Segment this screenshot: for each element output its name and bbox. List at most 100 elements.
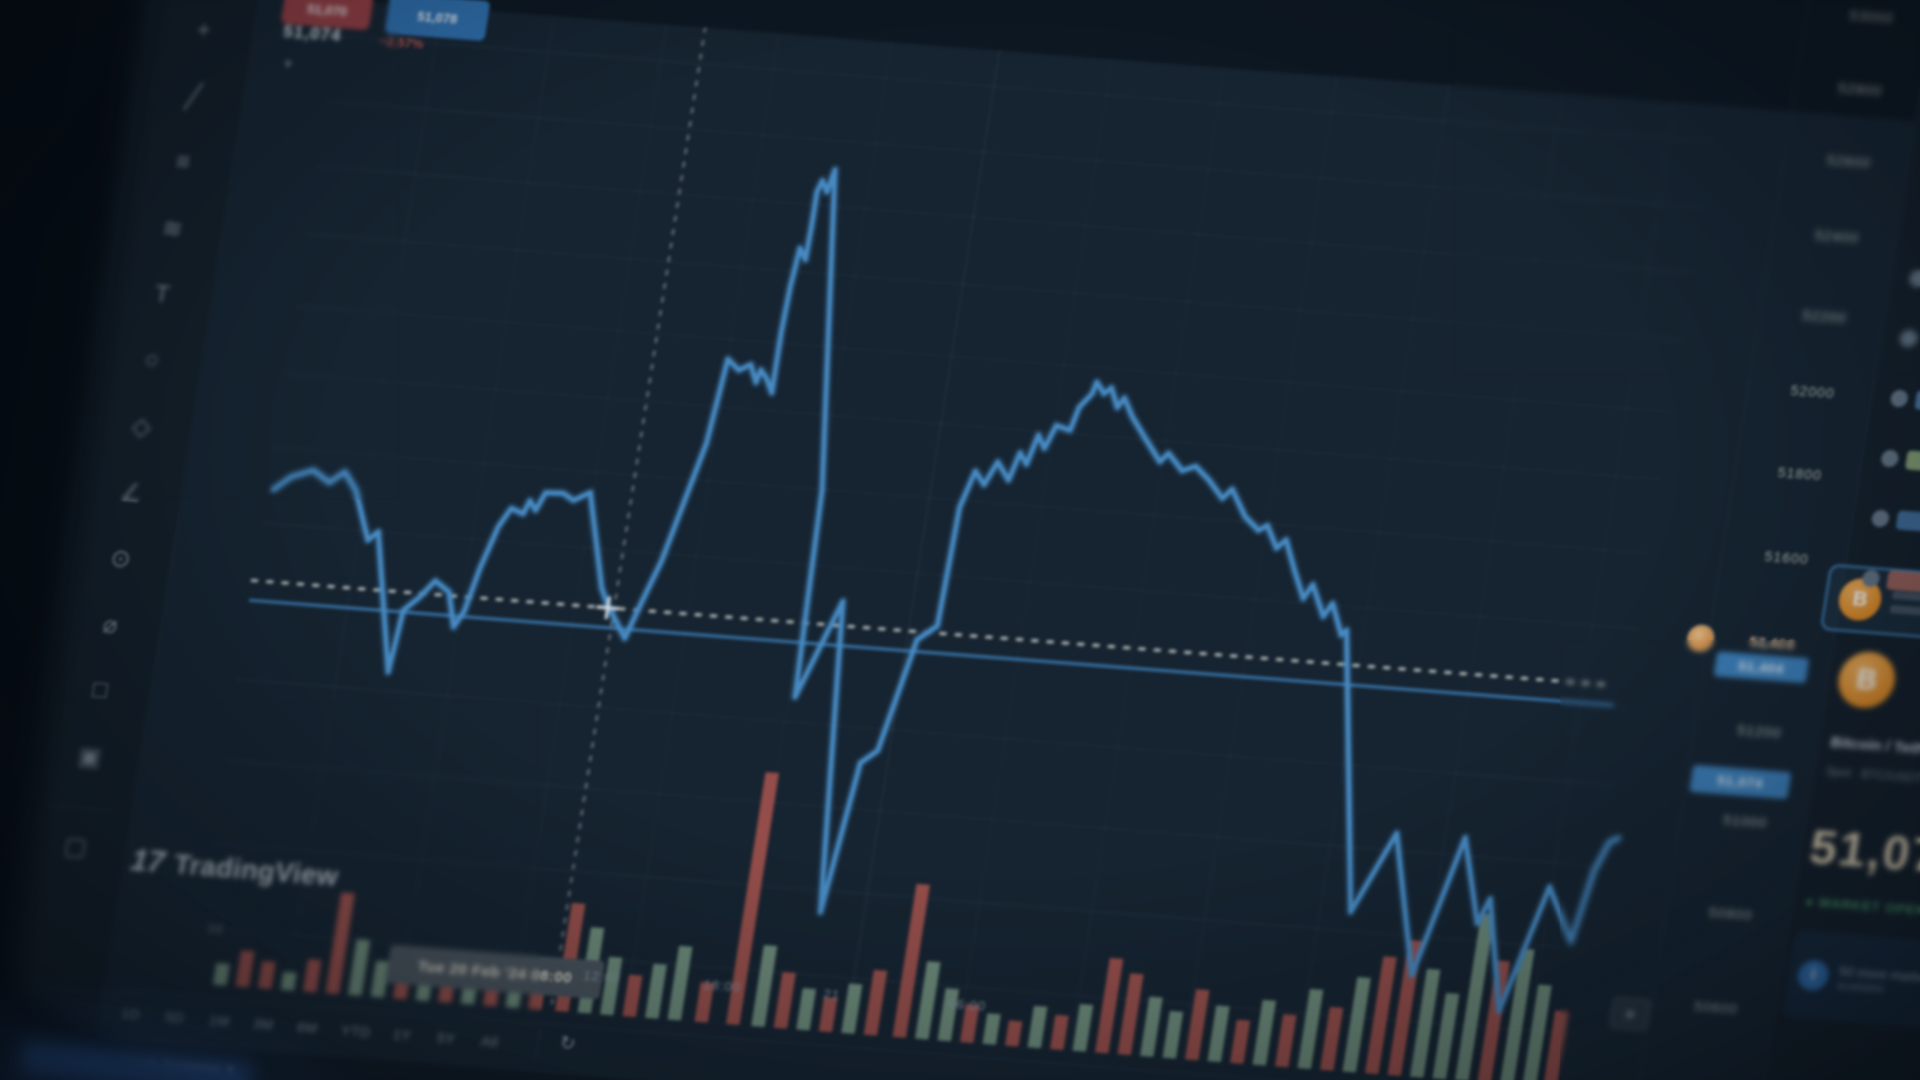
coin-icon	[1879, 449, 1900, 468]
price-axis-label: 52200	[1801, 306, 1848, 327]
price-axis-label: 52800	[1837, 79, 1884, 100]
price-axis-label: 52000	[1789, 381, 1837, 402]
volume-bar	[1432, 993, 1460, 1080]
mini-chart	[1914, 390, 1920, 414]
volume-bar	[773, 971, 796, 1029]
gridline-horizontal	[306, 233, 1684, 341]
screener-caret-icon: ▾	[225, 1060, 236, 1078]
volume-bar	[1005, 1020, 1023, 1047]
volume-bar	[622, 974, 643, 1018]
price-axis-label: 51800	[1776, 463, 1824, 484]
price-axis-label: 52600	[1825, 151, 1873, 172]
mini-chart	[1904, 450, 1920, 474]
volume-bar	[258, 961, 276, 989]
volume-bar	[915, 961, 941, 1040]
panel-last-price: 51,074	[1805, 820, 1920, 886]
coin-icon	[1861, 569, 1881, 588]
price-axis-label: 50800	[1707, 903, 1755, 924]
price-line-glow	[269, 164, 1622, 1017]
watchlist-row[interactable]	[1908, 268, 1920, 296]
watchlist-row[interactable]	[1889, 388, 1920, 416]
price-line-series[interactable]	[207, 131, 1714, 1018]
mini-chart	[1895, 510, 1920, 534]
volume-bar	[982, 1013, 1001, 1045]
volume-bar	[303, 959, 322, 993]
volume-bar	[1027, 1005, 1048, 1049]
market-status: ● MARKET OPEN	[1804, 893, 1920, 919]
gridline-horizontal	[236, 678, 1614, 787]
volume-bar	[325, 892, 355, 995]
gridline-vertical	[1069, 67, 1226, 1051]
volume-bar	[1050, 1014, 1069, 1050]
volume-bar	[1320, 1006, 1344, 1071]
timeframe-6m[interactable]: 6M	[295, 1018, 319, 1037]
coin-icon	[1908, 269, 1920, 288]
volume-bar	[1342, 977, 1371, 1073]
volume-bar	[1095, 958, 1124, 1054]
gridline-vertical	[1519, 102, 1676, 1080]
gridline-vertical	[957, 59, 1113, 1042]
price-axis-label: 51200	[1736, 721, 1783, 742]
timeframe-ytd[interactable]: YTD	[339, 1022, 372, 1041]
timeframe-1m[interactable]: 1M	[207, 1011, 231, 1030]
stock-screener-tab[interactable]: Stock Screener ▾	[118, 1052, 236, 1078]
volume-bar	[1275, 1014, 1297, 1068]
volume-bar	[841, 983, 863, 1034]
volume-bar	[1140, 996, 1163, 1057]
volume-bar	[1543, 1010, 1569, 1080]
volume-bar	[213, 962, 230, 986]
status-dot-icon: ●	[1804, 893, 1816, 910]
gridline-horizontal	[317, 165, 1695, 274]
price-axis-label: 51000	[1722, 811, 1769, 832]
gridline-horizontal	[337, 35, 1715, 143]
panel-info-card[interactable]: i 50 more markets available	[1781, 929, 1920, 1035]
custom-range-icon[interactable]: ↻	[558, 1032, 578, 1056]
price-axis-label: 51600	[1763, 547, 1810, 568]
timeframe-5y[interactable]: 5Y	[435, 1029, 457, 1047]
coin-icon	[1898, 329, 1919, 348]
timeframe-all[interactable]: All	[479, 1032, 500, 1051]
volume-bar	[235, 950, 255, 988]
gridline-vertical	[1294, 85, 1451, 1068]
price-axis-label: 53000	[1848, 6, 1895, 27]
timeframe-1y[interactable]: 1Y	[391, 1026, 413, 1044]
volume-bar	[1230, 1019, 1251, 1064]
volume-bar	[751, 945, 778, 1027]
volume-bar	[1072, 1003, 1094, 1052]
gridline-horizontal	[295, 305, 1673, 413]
gridline-horizontal	[327, 100, 1705, 209]
timeframe-1d[interactable]: 1D	[119, 1005, 142, 1023]
alert-price-tag: 51,404	[1713, 651, 1810, 684]
watchlist-row[interactable]	[1870, 508, 1920, 536]
tradingview-logo-icon: 17	[128, 844, 167, 880]
selected-row-text	[1889, 590, 1920, 622]
volume-bar	[645, 963, 667, 1019]
timeframe-separator	[534, 1030, 541, 1061]
timeframe-3m[interactable]: 3M	[251, 1015, 275, 1033]
watchlist-row[interactable]	[1879, 448, 1920, 476]
bitcoin-logo-large: B	[1834, 649, 1900, 711]
last-price-tag: 51,074	[1689, 764, 1792, 800]
timeframe-5d[interactable]: 5D	[163, 1008, 186, 1026]
time-axis-label: 12:00	[582, 967, 623, 986]
time-axis-label: 18:00	[702, 977, 743, 995]
time-axis-label: 06:00	[947, 995, 988, 1014]
panel-symbol-name[interactable]: Bitcoin / TetherUS	[1829, 733, 1920, 761]
gridline-vertical	[286, 7, 443, 991]
go-to-realtime-button[interactable]: »	[1608, 996, 1652, 1032]
price-axis-label: 50600	[1692, 997, 1740, 1018]
watchlist-row[interactable]	[1898, 328, 1920, 356]
volume-bar	[1162, 1010, 1184, 1059]
coin-icon	[1870, 509, 1891, 528]
volume-bar	[348, 939, 371, 996]
panel-market-label: Spot · BTC/USDT	[1825, 763, 1920, 786]
volume-bar	[280, 971, 297, 991]
coin-icon	[1889, 389, 1910, 408]
gridline-vertical	[1182, 76, 1338, 1060]
volume-bar	[1117, 973, 1144, 1056]
volume-bar	[667, 945, 693, 1021]
info-icon: i	[1795, 959, 1831, 992]
time-axis-label: 21	[822, 986, 842, 1003]
